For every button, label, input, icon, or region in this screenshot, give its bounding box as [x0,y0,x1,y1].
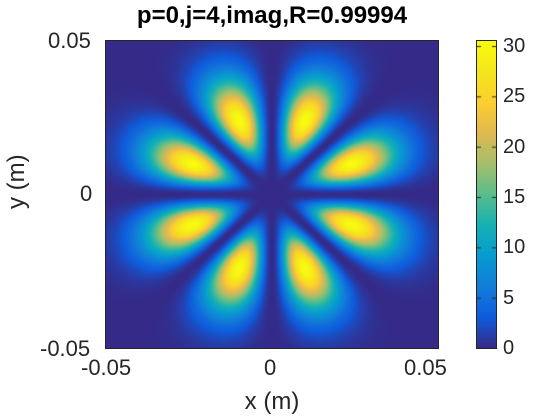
y-tick-bottom: -0.05 [40,336,91,361]
y-axis-label: y (m) [3,154,30,209]
colorbar-tick-label: 20 [503,135,526,158]
colorbar-tick-label: 0 [503,337,515,359]
x-tick-left: -0.05 [81,355,132,380]
chart-title: p=0,j=4,imag,R=0.99994 [136,2,408,29]
colorbar-tick-label: 25 [503,85,526,108]
x-axis-label: x (m) [244,388,300,415]
heatmap-plot [106,41,438,348]
y-tick-mid: 0 [80,181,93,206]
x-tick-right: 0.05 [404,355,447,380]
colorbar-tick-label: 10 [503,236,526,259]
colorbar-tick-label: 30 [503,35,526,58]
y-tick-top: 0.05 [48,28,91,53]
colorbar-tick-label: 5 [503,286,515,309]
x-tick-mid: 0 [264,355,277,380]
colorbar [476,40,497,349]
colorbar-tick-label: 15 [503,186,526,209]
